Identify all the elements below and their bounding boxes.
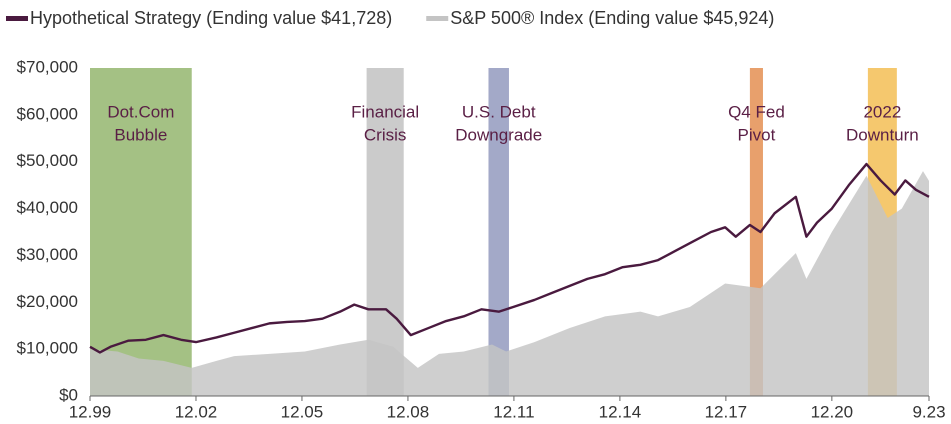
- x-tick-label: 12.11: [493, 402, 534, 421]
- x-tick-label: 12.17: [705, 402, 748, 421]
- y-tick-label: $20,000: [17, 292, 78, 311]
- x-tick-label: 12.05: [281, 402, 324, 421]
- legend-swatch: [426, 16, 449, 21]
- band-label: U.S. Debt: [462, 102, 536, 121]
- legend-label: Hypothetical Strategy (Ending value $41,…: [30, 8, 392, 28]
- band-label: Crisis: [364, 125, 407, 144]
- band-label: Q4 Fed: [728, 102, 785, 121]
- band-label: 2022: [863, 102, 901, 121]
- band-label: Bubble: [114, 125, 167, 144]
- event-band: [488, 68, 509, 396]
- legend-swatch: [6, 16, 28, 21]
- y-tick-label: $40,000: [17, 198, 78, 217]
- y-tick-label: $50,000: [17, 151, 78, 170]
- line: [89, 162, 930, 354]
- x-tick-label: 9.23: [912, 402, 945, 421]
- band-label: Pivot: [738, 125, 776, 144]
- x-tick-label: 12.14: [599, 402, 642, 421]
- x-tick-label: 12.08: [387, 402, 430, 421]
- band-label: Downturn: [846, 125, 919, 144]
- area: [90, 171, 929, 396]
- x-tick-label: 12.02: [175, 402, 218, 421]
- legend-label: S&P 500® Index (Ending value $45,924): [450, 8, 774, 28]
- band-label: Downgrade: [455, 125, 542, 144]
- x-tick-label: 12.20: [811, 402, 854, 421]
- y-tick-label: $30,000: [17, 245, 78, 264]
- event-band: [90, 68, 192, 396]
- y-tick-label: $0: [59, 385, 78, 404]
- y-tick-label: $60,000: [17, 104, 78, 123]
- y-tick-label: $70,000: [17, 57, 78, 76]
- band-label: Dot.Com: [107, 102, 174, 121]
- band-label: Financial: [351, 102, 419, 121]
- x-tick-label: 12.99: [69, 402, 112, 421]
- y-tick-label: $10,000: [17, 339, 78, 358]
